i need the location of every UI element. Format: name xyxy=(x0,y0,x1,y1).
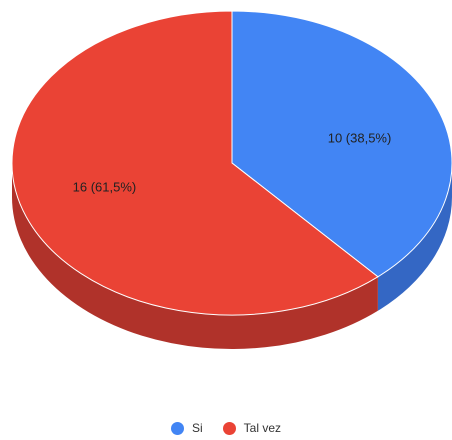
pie-chart-svg: 10 (38,5%) 16 (61,5%) xyxy=(11,10,452,349)
legend-marker-tal-vez xyxy=(222,421,236,435)
pie-side-tal-vez xyxy=(12,163,378,349)
data-label-si: 10 (38,5%) xyxy=(328,131,392,146)
legend-marker-si xyxy=(170,421,184,435)
pie-slice-si[interactable] xyxy=(231,10,452,278)
legend-label-si: Si xyxy=(191,421,203,435)
legend-item-tal-vez[interactable]: Tal vez xyxy=(222,421,282,435)
legend-item-si[interactable]: Si xyxy=(170,421,203,435)
pie-side-si xyxy=(377,163,452,311)
data-label-tal-vez: 16 (61,5%) xyxy=(73,179,137,194)
pie-slice-tal-vez[interactable] xyxy=(11,10,379,316)
legend-label-tal-vez: Tal vez xyxy=(243,421,282,435)
legend: Si Tal vez xyxy=(0,421,452,435)
